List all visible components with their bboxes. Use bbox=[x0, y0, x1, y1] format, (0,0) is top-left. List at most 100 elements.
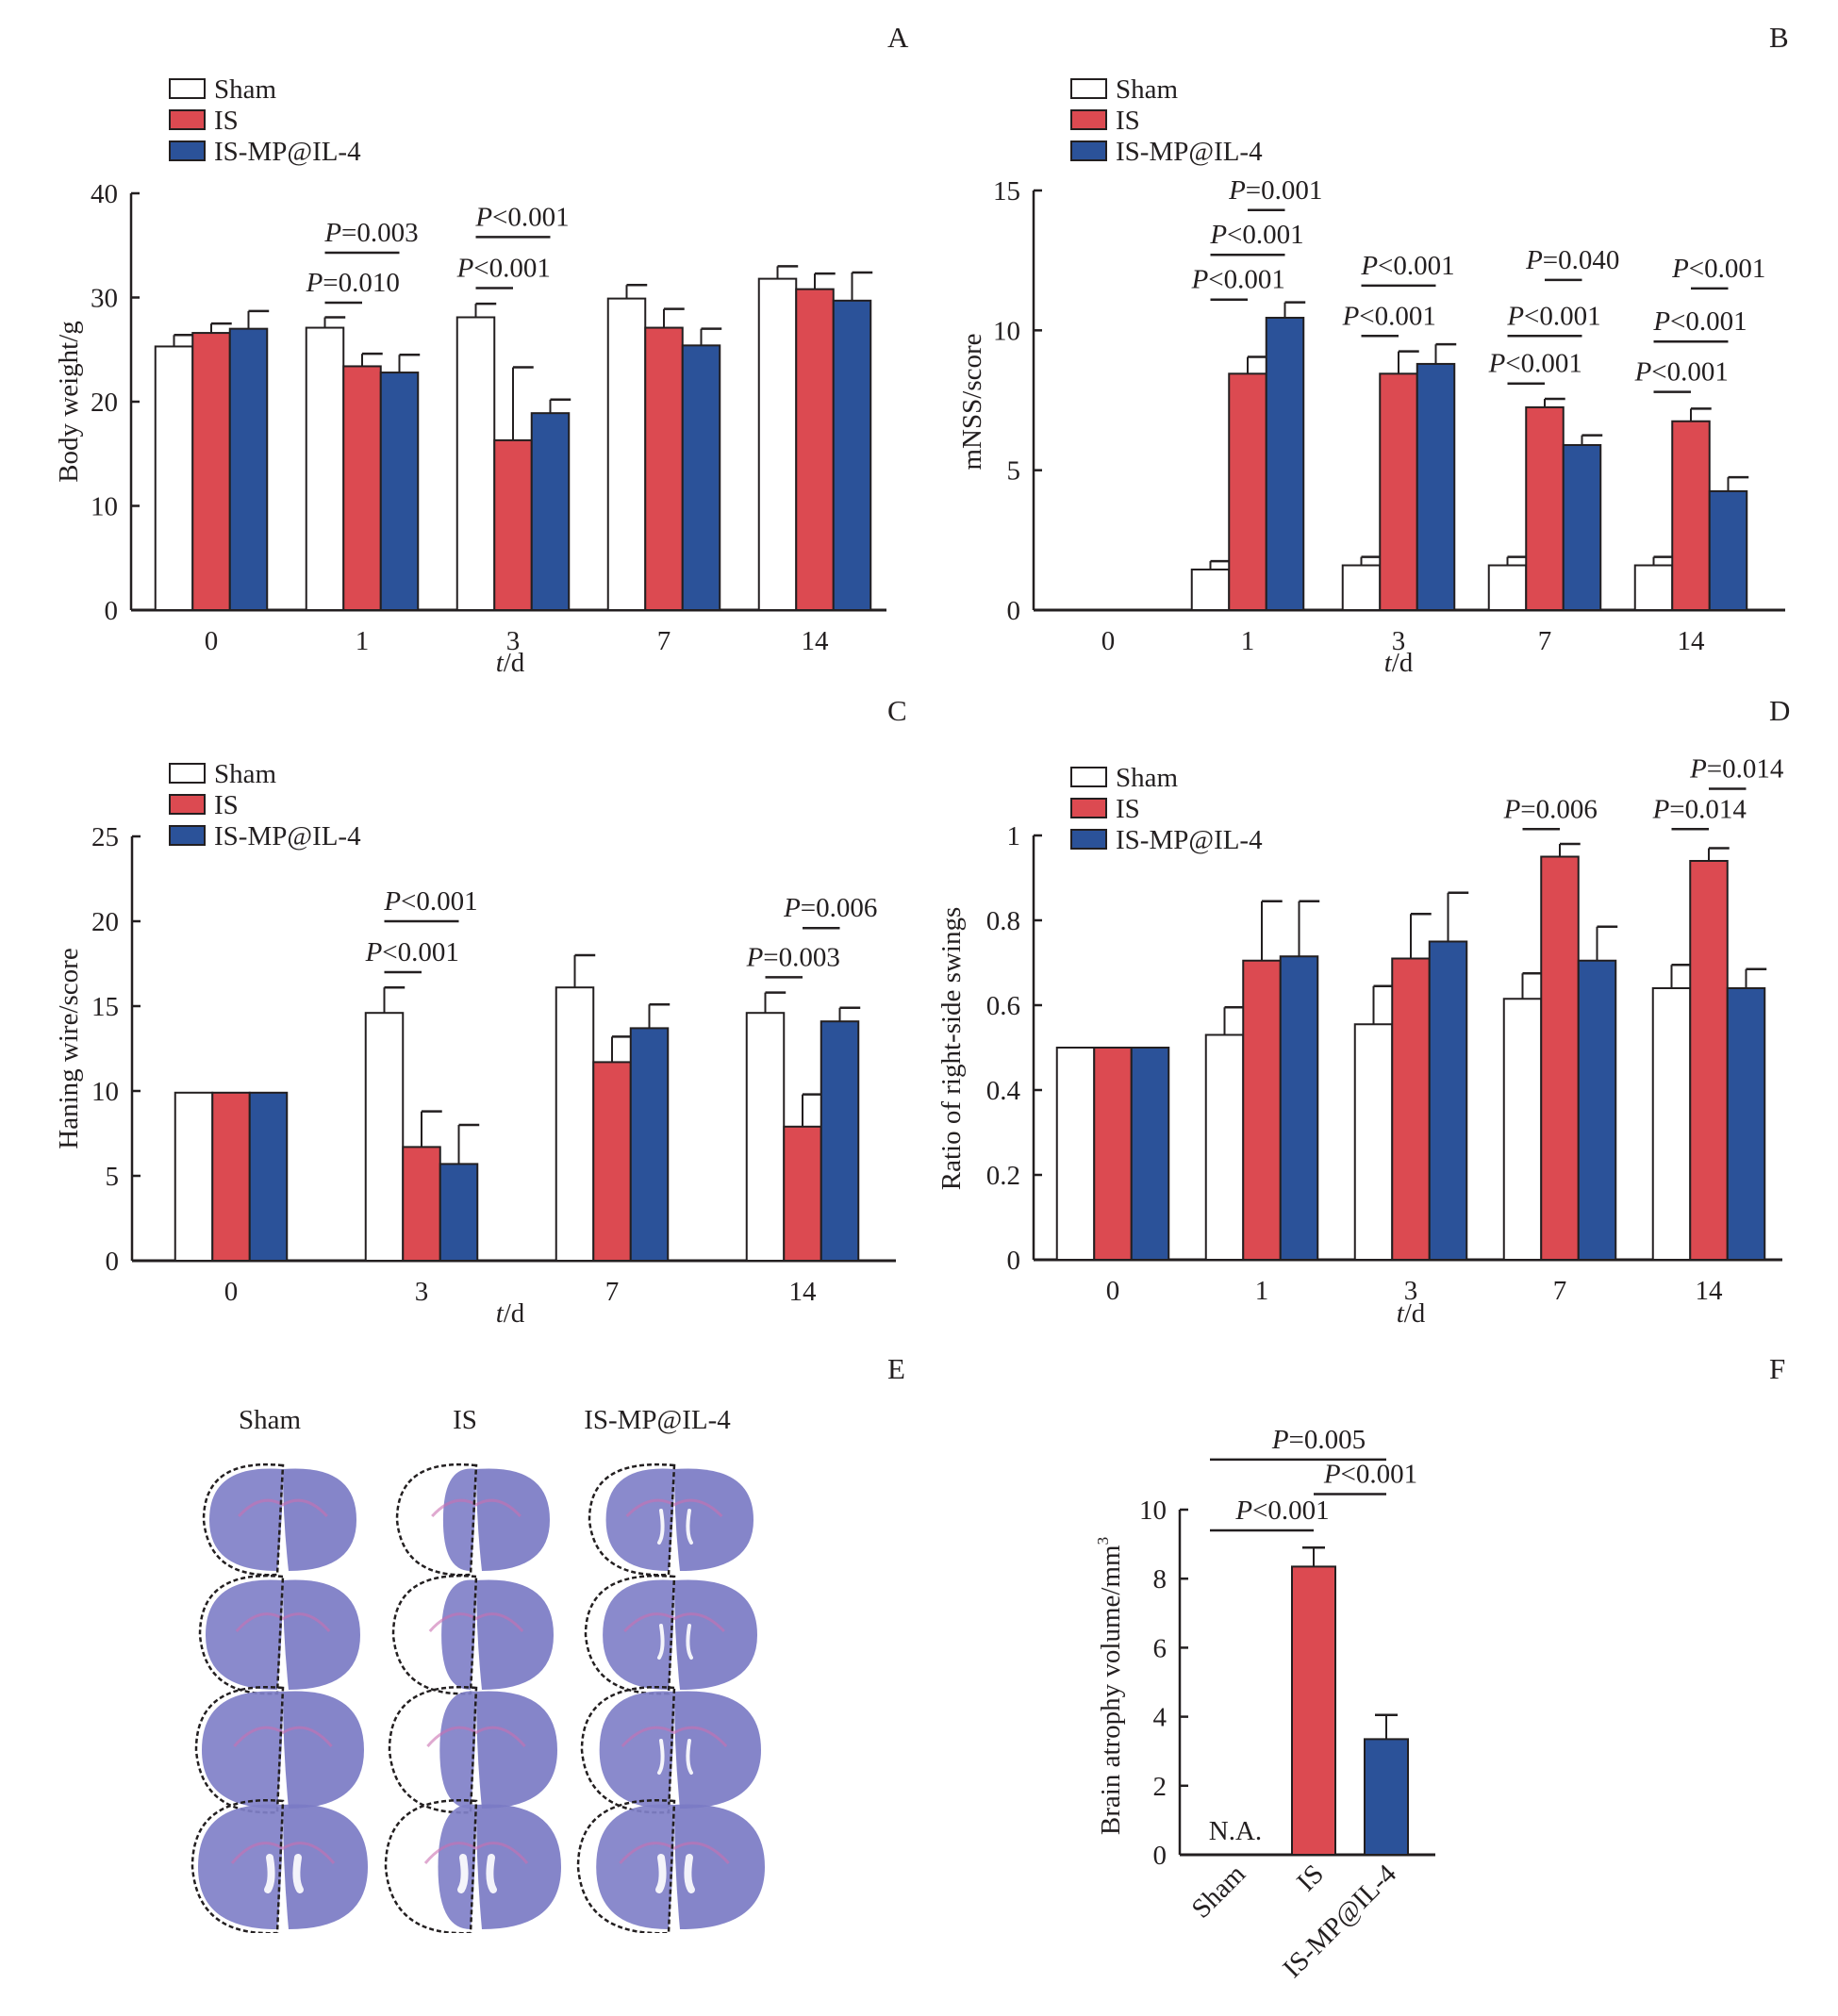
p-value: <0.001 bbox=[401, 886, 478, 917]
p-value-label: P=0.014 bbox=[1689, 754, 1784, 785]
p-italic: P bbox=[1652, 306, 1670, 337]
right-hemisphere bbox=[476, 1804, 561, 1929]
p-value: =0.040 bbox=[1543, 245, 1620, 275]
left-hemisphere bbox=[438, 1804, 476, 1929]
ventricle bbox=[457, 1854, 497, 1893]
panel-label-f: F bbox=[1769, 1352, 1786, 1385]
corpus-callosum bbox=[238, 1498, 328, 1518]
p-value-label: P=0.001 bbox=[1228, 175, 1322, 206]
legend-swatch-is bbox=[1070, 798, 1107, 818]
bar-is-mp-il-4 bbox=[832, 299, 872, 611]
bar-is-mp-il-4 bbox=[1428, 940, 1468, 1261]
brain-section-is bbox=[395, 1462, 550, 1577]
x-tick-label: 3 bbox=[506, 626, 521, 656]
p-italic: P bbox=[1191, 265, 1209, 295]
p-value-label: P=0.010 bbox=[306, 268, 400, 298]
legend-swatch-sham bbox=[169, 763, 206, 784]
p-value-label: P<0.001 bbox=[1652, 306, 1747, 337]
p-value: <0.001 bbox=[1208, 265, 1285, 295]
legend-swatch-is-mp-il-4 bbox=[169, 140, 206, 161]
brain-section-is bbox=[391, 1574, 554, 1695]
bar-is-mp-il-4 bbox=[228, 327, 269, 611]
brain-section-is-mp-il-4 bbox=[588, 1462, 753, 1577]
bar-sham bbox=[305, 326, 345, 611]
left-hemisphere bbox=[202, 1691, 283, 1809]
x-tick-label: 0 bbox=[224, 1277, 239, 1307]
corpus-callosum bbox=[621, 1726, 728, 1748]
p-value-label: P<0.001 bbox=[474, 202, 569, 232]
x-tick-label: 3 bbox=[415, 1277, 429, 1307]
bar-sham bbox=[757, 277, 798, 611]
y-tick-label: 0.2 bbox=[986, 1161, 1020, 1191]
legend-label: IS-MP@IL-4 bbox=[1116, 137, 1263, 167]
panel-label-e: E bbox=[887, 1352, 905, 1385]
bar-sham bbox=[455, 316, 496, 611]
x-axis-label-italic: t bbox=[1384, 648, 1393, 678]
y-tick-label: 10 bbox=[1139, 1495, 1167, 1526]
left-hemisphere bbox=[439, 1691, 476, 1809]
y-tick-label: 10 bbox=[91, 492, 118, 522]
p-value-label: P=0.005 bbox=[1271, 1425, 1366, 1455]
p-value: =0.006 bbox=[1520, 794, 1598, 824]
x-tick-label: 0 bbox=[1106, 1276, 1120, 1306]
p-value: <0.001 bbox=[473, 254, 551, 284]
p-italic: P bbox=[1234, 1495, 1252, 1526]
legend-label: Sham bbox=[214, 74, 277, 105]
bar-sham bbox=[606, 297, 647, 611]
bar-is bbox=[795, 288, 835, 611]
x-axis-label: t/d bbox=[496, 648, 525, 678]
y-tick-label: 8 bbox=[1153, 1564, 1167, 1595]
bar-is bbox=[1291, 1565, 1336, 1856]
y-axis-label: Brain atrophy volume/mm3 bbox=[1094, 1537, 1126, 1835]
brain-section-is-mp-il-4 bbox=[584, 1574, 757, 1695]
y-tick-label: 15 bbox=[993, 176, 1020, 207]
p-value: <0.001 bbox=[1651, 357, 1729, 388]
p-italic: P bbox=[1503, 794, 1521, 824]
right-hemisphere bbox=[283, 1804, 368, 1929]
left-hemisphere bbox=[209, 1468, 283, 1571]
p-value: =0.005 bbox=[1289, 1425, 1366, 1455]
left-hemisphere bbox=[441, 1579, 476, 1690]
y-tick-label: 10 bbox=[91, 1077, 119, 1107]
p-value-label: P<0.001 bbox=[383, 886, 477, 917]
y-tick-label: 0 bbox=[1007, 596, 1021, 626]
x-tick-label: 1 bbox=[356, 626, 370, 656]
bar-sham bbox=[1055, 1047, 1096, 1261]
p-value: =0.003 bbox=[763, 942, 840, 972]
p-value-label: P=0.003 bbox=[746, 942, 840, 972]
p-value: <0.001 bbox=[1227, 220, 1304, 250]
p-italic: P bbox=[1634, 357, 1652, 388]
right-hemisphere bbox=[674, 1579, 757, 1690]
legend-label: Sham bbox=[214, 759, 277, 789]
p-italic: P bbox=[1323, 1460, 1341, 1490]
bar-sham bbox=[364, 1012, 405, 1262]
y-tick-label: 30 bbox=[91, 284, 118, 314]
legend-label: IS bbox=[214, 106, 239, 136]
corpus-callosum bbox=[423, 1842, 529, 1864]
y-tick-label: 0 bbox=[105, 596, 119, 626]
p-value-label: P<0.001 bbox=[1342, 301, 1436, 331]
bar-is bbox=[402, 1146, 441, 1263]
y-tick-label: 0 bbox=[1007, 1246, 1021, 1276]
bar-sham bbox=[1341, 564, 1382, 611]
p-italic: P bbox=[1652, 794, 1670, 824]
right-hemisphere bbox=[283, 1468, 356, 1571]
bar-sham bbox=[745, 1012, 786, 1262]
corpus-callosum bbox=[619, 1842, 730, 1864]
panel-label-d: D bbox=[1769, 694, 1791, 727]
legend-label: Sham bbox=[1116, 763, 1179, 793]
x-tick-label: 3 bbox=[1392, 626, 1406, 656]
p-italic: P bbox=[1506, 301, 1524, 331]
infarct-outline bbox=[391, 1574, 478, 1695]
infarct-outline bbox=[584, 1574, 676, 1695]
ventricle bbox=[264, 1854, 304, 1893]
infarct-outline bbox=[198, 1574, 285, 1695]
legend-swatch-sham bbox=[1070, 767, 1107, 787]
right-hemisphere bbox=[674, 1691, 761, 1809]
p-italic: P bbox=[783, 893, 801, 923]
x-tick-label: 7 bbox=[1553, 1276, 1567, 1306]
corpus-callosum bbox=[428, 1612, 524, 1632]
